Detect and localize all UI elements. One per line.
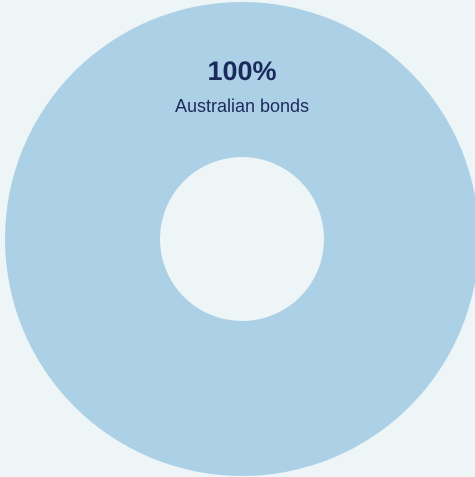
segment-value-label: 100% xyxy=(207,56,276,86)
donut-segment xyxy=(5,2,475,476)
segment-category-label: Australian bonds xyxy=(175,96,309,116)
donut xyxy=(5,2,475,476)
